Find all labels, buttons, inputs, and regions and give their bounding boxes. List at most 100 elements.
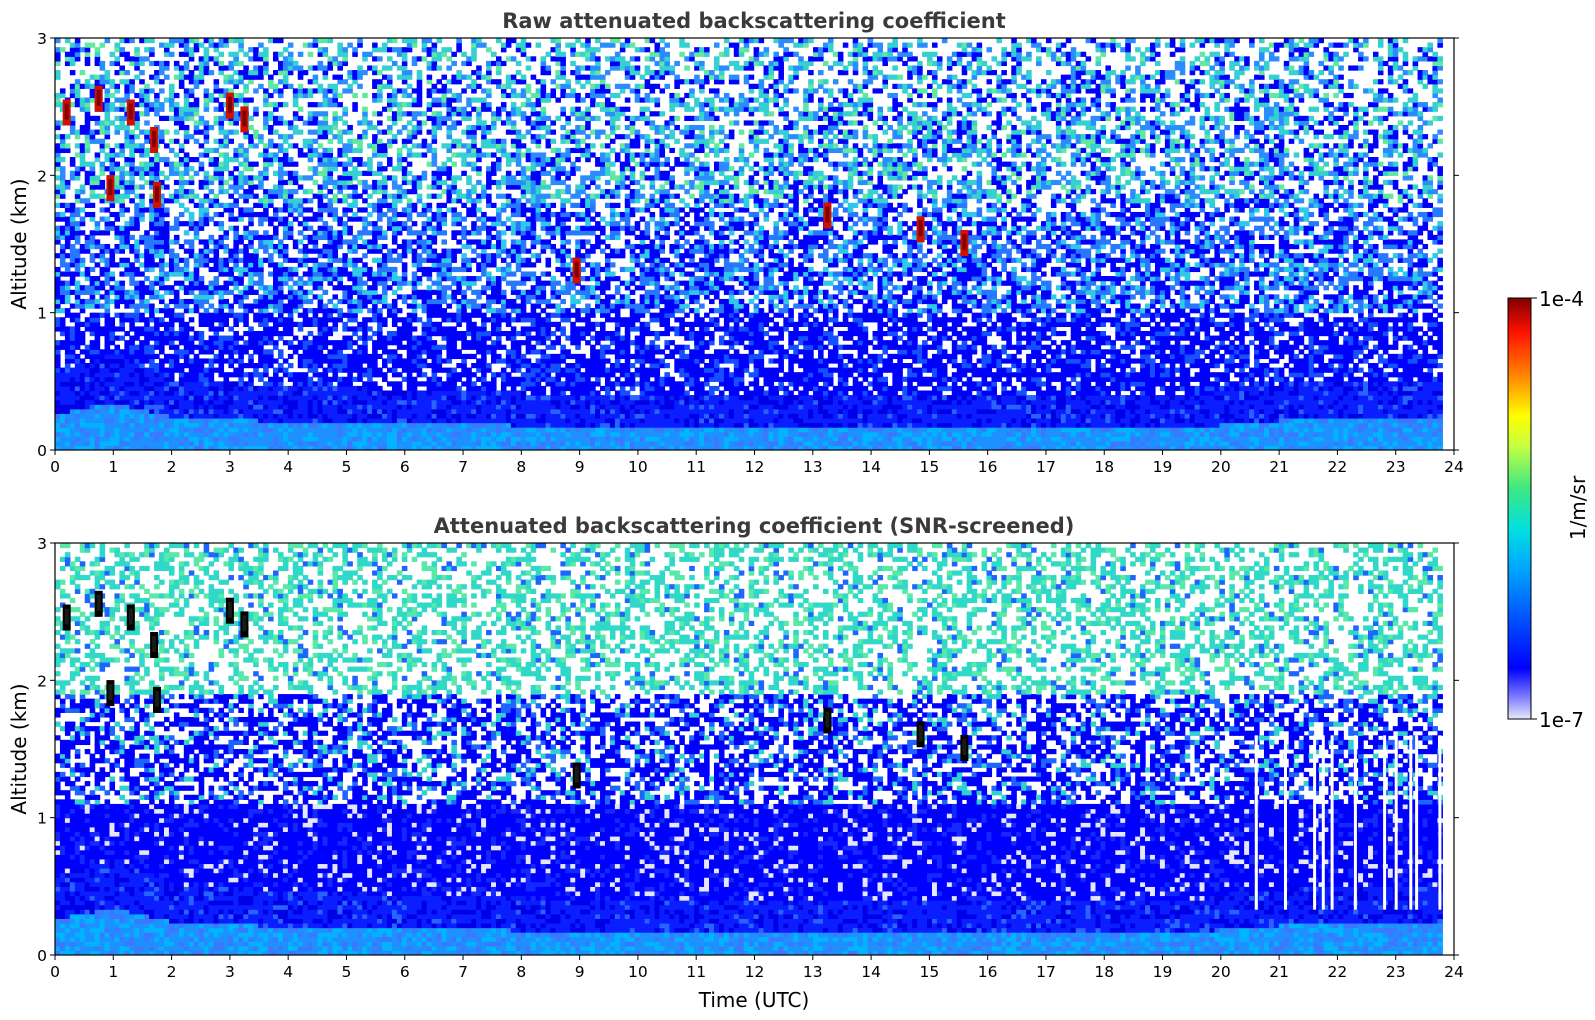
heatmap-cell bbox=[164, 303, 170, 309]
heatmap-cell bbox=[357, 367, 363, 373]
heatmap-cell bbox=[114, 294, 121, 300]
heatmap-cell bbox=[302, 294, 309, 300]
heatmap-cell bbox=[367, 422, 373, 428]
heatmap-cell bbox=[208, 436, 215, 442]
heatmap-cell bbox=[372, 445, 378, 450]
heatmap-cell bbox=[421, 257, 428, 263]
heatmap-cell bbox=[168, 427, 175, 433]
heatmap-cell bbox=[193, 427, 200, 433]
heatmap-cell bbox=[312, 312, 319, 318]
heatmap-cell bbox=[124, 70, 130, 76]
heatmap-cell bbox=[69, 253, 76, 259]
heatmap-cell bbox=[129, 179, 135, 186]
heatmap-cell bbox=[263, 335, 269, 341]
heatmap-cell bbox=[99, 445, 106, 450]
heatmap-cell bbox=[64, 399, 71, 405]
heatmap-cell bbox=[164, 308, 170, 314]
heatmap-cell bbox=[411, 408, 418, 414]
heatmap-cell bbox=[367, 385, 373, 392]
heatmap-cell bbox=[124, 157, 130, 163]
heatmap-cell bbox=[273, 294, 279, 300]
heatmap-cell bbox=[139, 427, 145, 433]
heatmap-cell bbox=[74, 294, 81, 300]
heatmap-cell bbox=[396, 257, 403, 263]
heatmap-cell bbox=[198, 56, 205, 62]
heatmap-cell bbox=[218, 381, 225, 387]
heatmap-cell bbox=[79, 440, 86, 447]
heatmap-cell bbox=[268, 312, 274, 318]
heatmap-cell bbox=[208, 97, 215, 103]
heatmap-cell bbox=[362, 413, 368, 419]
heatmap-cell bbox=[282, 399, 289, 405]
heatmap-cell bbox=[238, 170, 244, 176]
heatmap-cell bbox=[367, 248, 373, 254]
heatmap-cell bbox=[233, 417, 239, 424]
heatmap-cell bbox=[302, 353, 309, 360]
heatmap-cell bbox=[377, 161, 383, 167]
heatmap-cell bbox=[79, 427, 86, 433]
heatmap-cell bbox=[342, 312, 348, 318]
heatmap-cell bbox=[362, 372, 368, 378]
heatmap-cell bbox=[337, 385, 343, 392]
heatmap-cell bbox=[168, 106, 175, 112]
heatmap-cell bbox=[332, 344, 339, 350]
heatmap-cell bbox=[307, 271, 314, 277]
heatmap-cell bbox=[287, 340, 294, 346]
heatmap-cell bbox=[203, 349, 210, 355]
heatmap-cell bbox=[352, 193, 358, 199]
heatmap-cell bbox=[159, 207, 165, 213]
heatmap-cell bbox=[401, 74, 408, 80]
heatmap-cell bbox=[337, 404, 343, 410]
heatmap-cell bbox=[367, 124, 373, 131]
heatmap-cell bbox=[367, 294, 373, 300]
heatmap-cell bbox=[154, 381, 160, 387]
heatmap-cell bbox=[154, 431, 160, 437]
heatmap-cell bbox=[109, 326, 116, 332]
heatmap-cell bbox=[312, 234, 319, 241]
heatmap-cell bbox=[451, 330, 457, 337]
heatmap-cell bbox=[99, 138, 106, 144]
heatmap-cell bbox=[401, 431, 408, 437]
heatmap-cell bbox=[337, 285, 343, 291]
heatmap-cell bbox=[183, 65, 190, 71]
heatmap-cell bbox=[188, 102, 195, 108]
heatmap-cell bbox=[243, 65, 249, 71]
heatmap-cell bbox=[377, 111, 383, 117]
heatmap-cell bbox=[352, 436, 358, 442]
heatmap-cell bbox=[119, 385, 125, 392]
heatmap-cell bbox=[297, 115, 304, 121]
heatmap-cell bbox=[159, 184, 165, 190]
heatmap-cell bbox=[109, 157, 116, 163]
heatmap-cell bbox=[327, 166, 334, 172]
heatmap-cell bbox=[99, 271, 106, 277]
heatmap-cell bbox=[258, 271, 264, 277]
heatmap-cell bbox=[401, 317, 408, 323]
heatmap-cell bbox=[352, 239, 358, 245]
heatmap-cell bbox=[386, 115, 393, 121]
heatmap-cell bbox=[372, 97, 378, 103]
heatmap-cell bbox=[228, 79, 234, 85]
heatmap-cell bbox=[89, 74, 96, 80]
heatmap-cell bbox=[69, 385, 76, 392]
heatmap-cell bbox=[159, 115, 165, 121]
heatmap-cell bbox=[411, 115, 418, 121]
heatmap-cell bbox=[426, 161, 433, 167]
heatmap-cell bbox=[238, 211, 244, 218]
heatmap-cell bbox=[129, 262, 135, 268]
heatmap-cell bbox=[144, 47, 150, 53]
heatmap-cell bbox=[144, 422, 150, 428]
heatmap-cell bbox=[129, 303, 135, 309]
heatmap-cell bbox=[263, 367, 269, 373]
heatmap-cell bbox=[99, 124, 106, 131]
heatmap-cell bbox=[327, 147, 334, 154]
heatmap-cell bbox=[406, 404, 413, 410]
heatmap-cell bbox=[223, 422, 230, 428]
heatmap-cell bbox=[426, 184, 433, 190]
heatmap-cell bbox=[253, 349, 259, 355]
heatmap-cell bbox=[258, 413, 264, 419]
heatmap-cell bbox=[406, 326, 413, 332]
heatmap-cell bbox=[372, 404, 378, 410]
heatmap-cell bbox=[431, 157, 438, 163]
heatmap-cell bbox=[347, 70, 353, 76]
heatmap-cell bbox=[406, 417, 413, 424]
